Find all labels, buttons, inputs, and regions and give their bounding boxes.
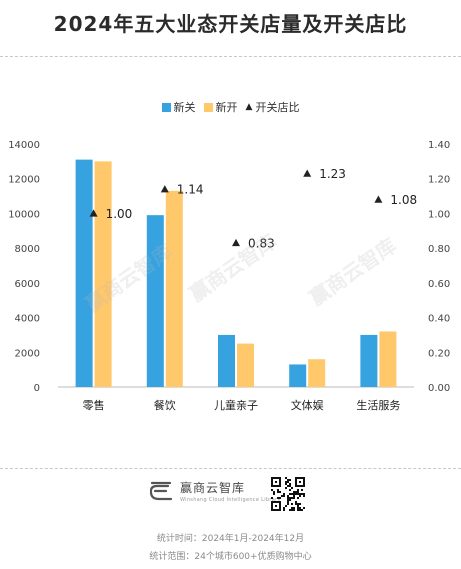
bar-chart: 0 2000 4000 6000 8000 10000 12000 14000 0.00 0.20… (8, 140, 450, 412)
legend-label-close: 新关 (173, 101, 196, 114)
triangle-icon: ▲ (245, 102, 253, 112)
bar-open (94, 161, 112, 387)
y2-tick-label: 0.00 (428, 383, 450, 394)
ratio-marker (232, 238, 240, 247)
brand-subtitle: Winshang Cloud Intelligence Library (180, 497, 281, 503)
ratio-data-label: 0.83 (248, 236, 275, 250)
brand-name: 赢商云智库 (180, 481, 246, 495)
y-tick-label: 12000 (8, 175, 40, 186)
bar-open (165, 190, 183, 387)
legend-label-open: 新开 (215, 101, 238, 114)
x-tick-label: 生活服务 (356, 398, 400, 412)
legend-item-close: 新关 (161, 99, 196, 115)
legend-label-ratio: 开关店比 (255, 101, 300, 114)
x-tick-label: 零售 (83, 398, 105, 412)
y2-tick-label: 0.40 (428, 314, 450, 325)
brand-logo: 赢商云智库 Winshang Cloud Intelligence Librar… (148, 479, 281, 503)
y-tick-label: 14000 (8, 140, 40, 151)
bar-close (146, 215, 164, 387)
ratio-marker (160, 185, 169, 193)
y2-tick-label: 0.80 (428, 244, 450, 255)
x-tick-label: 文体娱 (291, 398, 324, 412)
footer-stat-time: 统计时间：2024年1月-2024年12月 (156, 534, 305, 544)
legend-swatch-close (161, 102, 171, 112)
ratio-marker (374, 195, 383, 203)
ratio-data-label: 1.14 (177, 183, 204, 197)
x-tick-label: 儿童亲子 (214, 398, 258, 412)
y2-tick-label: 1.20 (428, 175, 450, 186)
page-title: 2024年五大业态开关店量及开关店比 (53, 12, 408, 36)
bar-close (289, 364, 307, 387)
y-tick-label: 4000 (15, 314, 40, 325)
ratio-data-label: 1.00 (106, 207, 133, 221)
footer-stat-scope: 统计范围：24个城市600+优质购物中心 (149, 552, 312, 562)
chart-legend: 新关 新开 ▲ 开关店比 (0, 99, 461, 115)
ratio-data-label: 1.08 (390, 193, 417, 207)
y2-tick-label: 1.40 (428, 140, 450, 151)
ratio-data-label: 1.23 (319, 167, 346, 181)
y-tick-label: 2000 (15, 348, 40, 359)
x-tick-label: 餐饮 (154, 398, 176, 412)
y-tick-label: 6000 (15, 279, 40, 290)
y2-tick-label: 0.20 (428, 348, 450, 359)
bar-open (379, 331, 397, 387)
bar-close (218, 334, 235, 387)
bar-open (308, 359, 326, 387)
ratio-marker (89, 209, 98, 217)
y2-tick-label: 0.60 (428, 279, 450, 290)
y-tick-label: 8000 (15, 244, 40, 255)
legend-item-ratio: ▲ 开关店比 (246, 99, 300, 115)
bar-close (75, 159, 93, 387)
divider-top (0, 56, 461, 57)
ratio-marker (303, 169, 312, 177)
legend-swatch-open (203, 102, 213, 112)
bar-open (237, 343, 254, 387)
y-tick-label: 10000 (8, 209, 40, 220)
y-tick-label: 0 (34, 383, 40, 394)
bar-close (360, 334, 378, 387)
y2-tick-label: 1.00 (428, 209, 450, 220)
brand-logo-icon (149, 481, 173, 501)
qr-code-icon (271, 477, 305, 511)
legend-item-open: 新开 (203, 99, 238, 115)
divider-bottom (0, 468, 461, 469)
